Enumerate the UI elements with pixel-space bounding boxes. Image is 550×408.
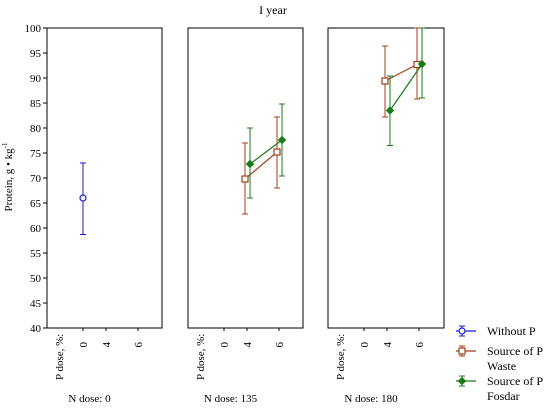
y-tick-label: 40 bbox=[30, 323, 42, 335]
y-tick-label: 75 bbox=[30, 148, 42, 160]
y-tick-label: 50 bbox=[30, 273, 42, 285]
svg-text:Protein, g • kg-1: Protein, g • kg-1 bbox=[1, 142, 15, 211]
series-group bbox=[381, 27, 421, 118]
x-axis-label: P dose, %: bbox=[335, 334, 347, 380]
y-axis-label-superscript: -1 bbox=[1, 142, 9, 148]
series-group bbox=[245, 103, 287, 199]
panel-label: N dose: 135 bbox=[204, 393, 258, 405]
data-point-marker bbox=[381, 77, 389, 85]
data-point-marker bbox=[417, 59, 427, 69]
x-tick-label: 4 bbox=[101, 342, 113, 348]
x-tick-label: 6 bbox=[274, 342, 286, 348]
data-point-marker bbox=[385, 106, 395, 115]
y-tick-label: 70 bbox=[30, 173, 42, 185]
x-tick-label: 0 bbox=[78, 342, 90, 348]
panel-frame bbox=[46, 27, 163, 329]
panel: P dose, %: 0 4 6 N dose: 180 bbox=[327, 27, 445, 405]
panel-frame bbox=[187, 27, 304, 329]
axes: 40 45 50 55 60 65 70 75 80 85 90 95 100 bbox=[25, 23, 47, 335]
panel-label: N dose: 0 bbox=[68, 393, 111, 405]
series-line bbox=[249, 139, 283, 165]
panel: P dose, %: 0 4 6 N dose: 135 bbox=[187, 27, 304, 405]
y-tick-label: 100 bbox=[25, 23, 42, 35]
data-point-marker bbox=[457, 376, 467, 386]
legend-label: Without P bbox=[487, 324, 536, 338]
x-axis-label: P dose, %: bbox=[195, 334, 207, 380]
series-line bbox=[389, 63, 423, 111]
panel-label: N dose: 180 bbox=[344, 393, 398, 405]
panel: P dose, %: 0 4 6 N dose: 0 bbox=[46, 27, 163, 405]
y-tick-label: 95 bbox=[30, 48, 42, 60]
y-axis-label-text: Protein, g • kg bbox=[3, 148, 15, 212]
data-point-marker bbox=[458, 347, 466, 355]
legend-label: Source of P bbox=[487, 344, 543, 358]
x-tick-label: 4 bbox=[382, 342, 394, 348]
y-tick-label: 90 bbox=[30, 73, 42, 85]
data-point-marker bbox=[458, 327, 466, 335]
legend-label-line2: Waste bbox=[487, 359, 516, 373]
data-point-marker bbox=[245, 159, 255, 169]
legend-entry: Without P bbox=[456, 324, 536, 338]
panel-frame bbox=[327, 27, 445, 329]
data-point-marker bbox=[277, 135, 287, 145]
y-tick-label: 45 bbox=[30, 298, 42, 310]
y-tick-label: 80 bbox=[30, 123, 42, 135]
legend-label: Source of P bbox=[487, 374, 543, 388]
data-point-marker bbox=[273, 148, 281, 156]
series-group bbox=[385, 27, 427, 146]
series-group bbox=[241, 116, 281, 215]
chart-title: I year bbox=[259, 3, 287, 17]
panels: P dose, %: 0 4 6 N dose: 0 P dose, %: 0 4 6 N dos… bbox=[46, 27, 445, 405]
y-tick-label: 60 bbox=[30, 223, 42, 235]
x-tick-label: 6 bbox=[133, 342, 145, 348]
y-axis-label: Protein, g • kg-1 bbox=[1, 142, 15, 211]
x-tick-label: 0 bbox=[219, 342, 231, 348]
data-point-marker bbox=[241, 175, 249, 183]
legend-label-line2: Fosdar bbox=[487, 389, 520, 403]
x-axis-label: P dose, %: bbox=[54, 334, 66, 380]
y-tick-label: 55 bbox=[30, 248, 42, 260]
y-tick-label: 65 bbox=[30, 198, 42, 210]
series-group bbox=[79, 162, 87, 235]
x-tick-label: 4 bbox=[242, 342, 254, 348]
x-tick-label: 6 bbox=[414, 342, 426, 348]
x-tick-label: 0 bbox=[359, 342, 371, 348]
data-point-marker bbox=[79, 194, 87, 202]
y-tick-label: 85 bbox=[30, 98, 42, 110]
